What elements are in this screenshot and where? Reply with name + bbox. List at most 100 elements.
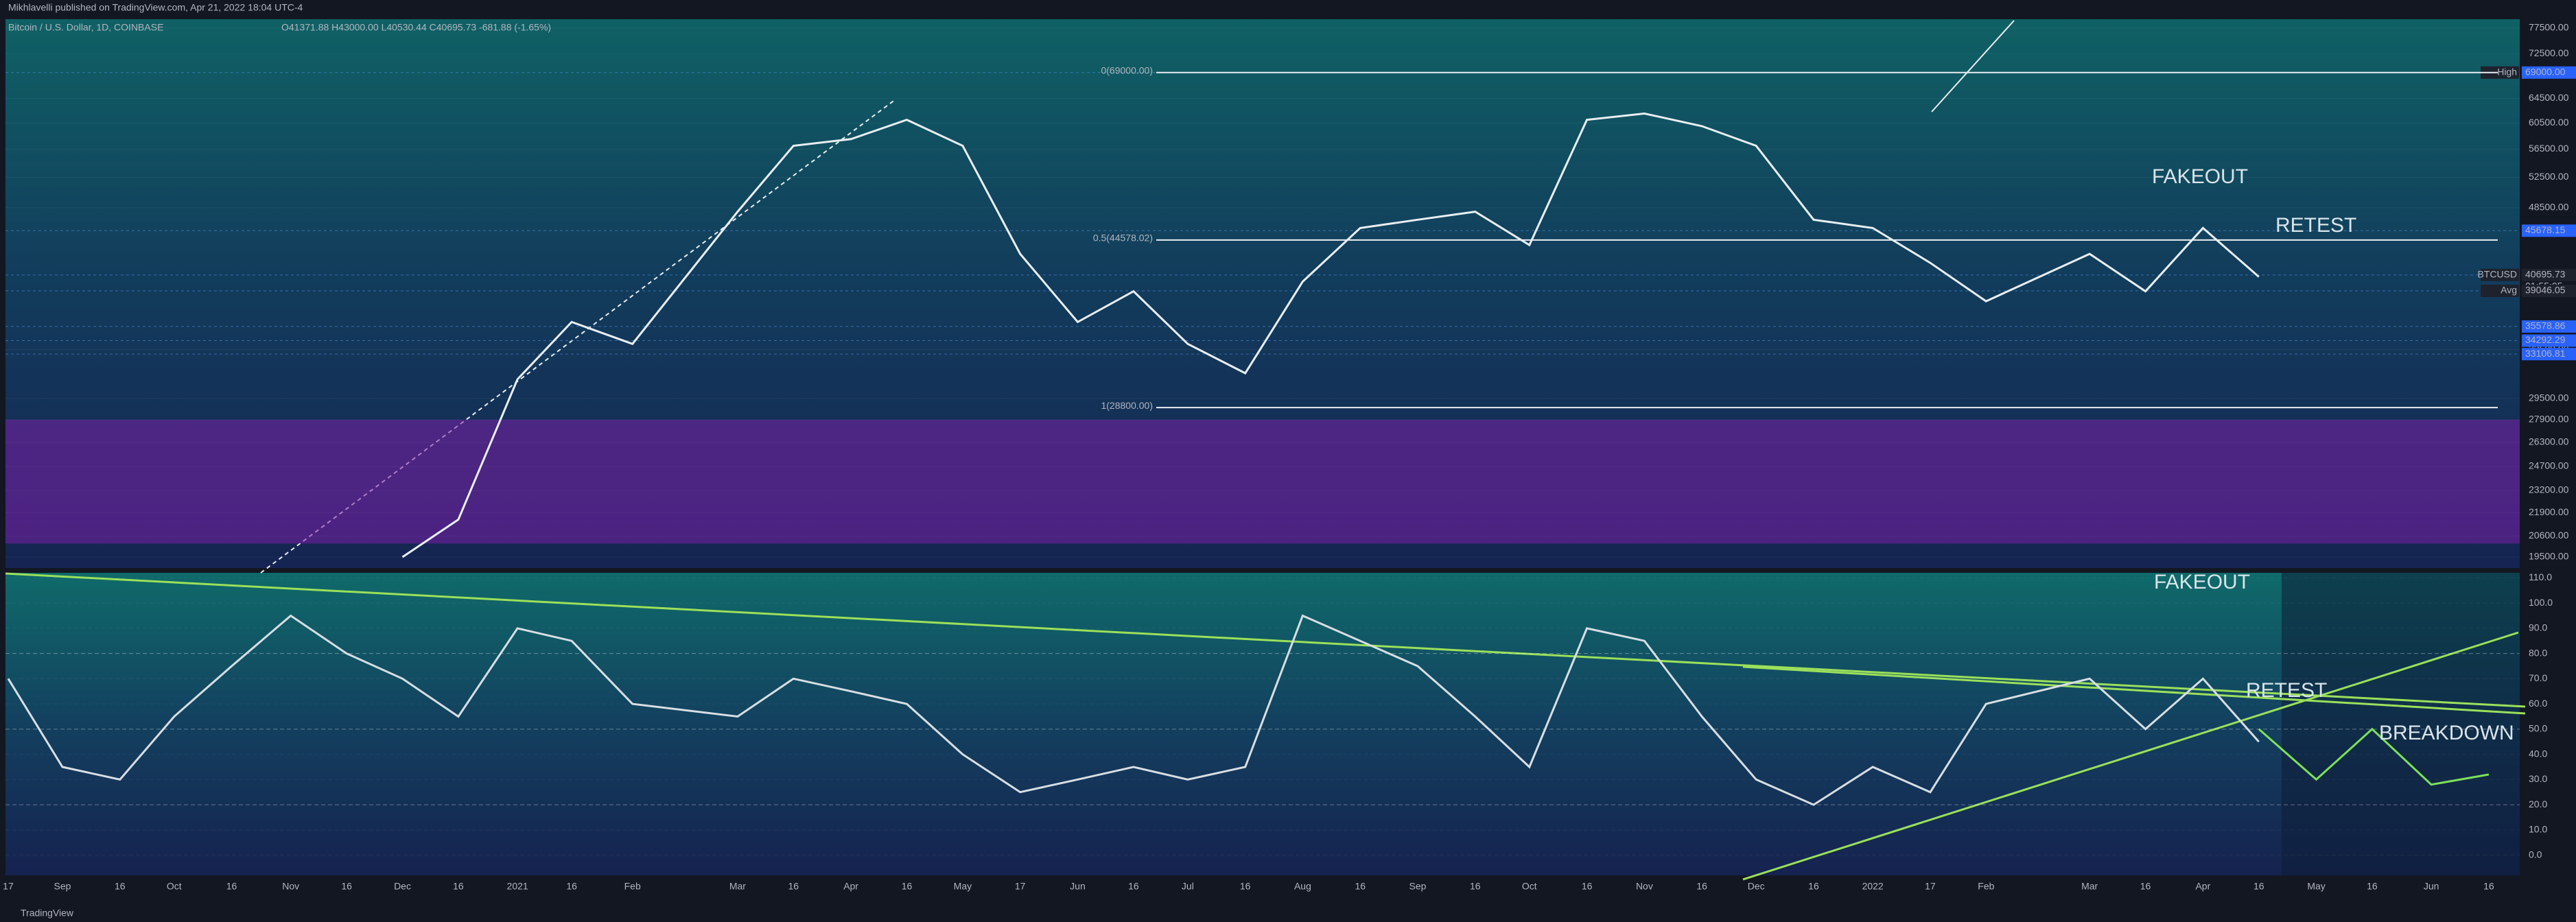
x-tick-label: 16 xyxy=(902,881,913,892)
y2-tick-label: 20.0 xyxy=(2529,799,2547,809)
x-tick-label: 16 xyxy=(226,881,237,892)
author: Mikhlavelli published on TradingView.com… xyxy=(8,2,303,13)
price-badge xyxy=(2522,66,2576,79)
drawing xyxy=(1931,20,2015,113)
badge-name: High xyxy=(2497,66,2517,77)
x-tick-label: 16 xyxy=(1240,881,1251,892)
annotation: FAKEOUT xyxy=(2154,571,2250,593)
x-tick-label: 2022 xyxy=(1862,881,1884,892)
price-badge xyxy=(2522,268,2576,281)
x-tick-label: Feb xyxy=(624,881,641,892)
x-tick-label: Oct xyxy=(1522,881,1537,892)
y2-tick-label: 0.0 xyxy=(2529,849,2542,860)
series-line xyxy=(2258,727,2490,786)
y-tick-label: 19500.00 xyxy=(2529,551,2569,562)
x-tick-label: 17 xyxy=(1015,881,1026,892)
y2-tick-label: 100.0 xyxy=(2529,597,2553,608)
x-tick-label: Nov xyxy=(1636,881,1653,892)
y2-tick-label: 50.0 xyxy=(2529,723,2547,734)
trend-line xyxy=(1742,665,2526,715)
y-tick-label: 60500.00 xyxy=(2529,117,2569,128)
x-tick-label: Dec xyxy=(1748,881,1765,892)
series-line xyxy=(7,614,2260,806)
x-tick-label: 16 xyxy=(1808,881,1819,892)
y-tick-label: 29500.00 xyxy=(2529,392,2569,403)
badge-name: BTCUSD xyxy=(2477,269,2517,280)
y2-tick-label: 70.0 xyxy=(2529,672,2547,683)
annotation: FAKEOUT xyxy=(2152,165,2248,188)
symbol: Bitcoin / U.S. Dollar, 1D, COINBASE xyxy=(8,22,163,33)
annotation: RETEST xyxy=(2275,214,2356,237)
x-tick-label: Mar xyxy=(2081,881,2098,892)
y2-tick-label: 10.0 xyxy=(2529,824,2547,835)
y2-tick-label: 90.0 xyxy=(2529,622,2547,633)
y2-tick-label: 30.0 xyxy=(2529,773,2547,784)
price-badge-label: 69000.00 xyxy=(2525,66,2566,77)
fib-label: 0(69000.00) xyxy=(1101,64,1153,75)
x-tick-label: 16 xyxy=(788,881,799,892)
x-tick-label: 17 xyxy=(3,881,14,892)
x-tick-label: 16 xyxy=(1696,881,1707,892)
fib-label: 0.5(44578.02) xyxy=(1093,233,1153,244)
x-tick-label: Jul xyxy=(1182,881,1194,892)
x-tick-label: Nov xyxy=(282,881,299,892)
y2-tick-label: 40.0 xyxy=(2529,748,2547,759)
price-badge-label: 40695.73 xyxy=(2525,269,2566,280)
y2-tick-label: 60.0 xyxy=(2529,698,2547,709)
x-tick-label: 16 xyxy=(1582,881,1593,892)
x-tick-label: 16 xyxy=(566,881,577,892)
future-shade xyxy=(2282,573,2520,875)
x-tick-label: 16 xyxy=(2140,881,2151,892)
x-tick-label: Aug xyxy=(1294,881,1311,892)
x-tick-label: 16 xyxy=(2483,881,2494,892)
y-tick-label: 21900.00 xyxy=(2529,506,2569,517)
y-tick-label: 26300.00 xyxy=(2529,436,2569,447)
x-tick-label: 17 xyxy=(1925,881,1936,892)
y-tick-label: 27900.00 xyxy=(2529,414,2569,425)
trend-line xyxy=(1742,631,2519,881)
x-tick-label: Oct xyxy=(167,881,182,892)
y-tick-label: 48500.00 xyxy=(2529,201,2569,212)
ohlc: O41371.88 H43000.00 L40530.44 C40695.73 … xyxy=(281,22,551,33)
x-tick-label: 16 xyxy=(115,881,126,892)
annotation: BREAKDOWN xyxy=(2379,722,2514,744)
price-badge xyxy=(2522,320,2576,333)
x-tick-label: Sep xyxy=(1409,881,1427,892)
x-tick-label: May xyxy=(954,881,972,892)
y-tick-label: 20600.00 xyxy=(2529,530,2569,541)
x-tick-label: Jun xyxy=(1070,881,1086,892)
x-tick-label: Apr xyxy=(2195,881,2210,892)
price-badge-label: 39046.05 xyxy=(2525,285,2566,296)
x-tick-label: May xyxy=(2307,881,2325,892)
x-tick-label: 16 xyxy=(2253,881,2264,892)
trend-line xyxy=(5,572,2526,708)
y-tick-label: 64500.00 xyxy=(2529,92,2569,103)
series-line xyxy=(401,112,2260,558)
fib-label: 1(28800.00) xyxy=(1101,400,1153,411)
price-badge-label: 33106.81 xyxy=(2525,348,2566,359)
badge-name-bg xyxy=(2481,268,2519,281)
x-tick-label: Apr xyxy=(843,881,858,892)
price-badge xyxy=(2522,224,2576,237)
price-badge xyxy=(2522,334,2576,347)
x-tick-label: 16 xyxy=(1128,881,1139,892)
x-tick-label: 16 xyxy=(453,881,464,892)
footer: TradingView xyxy=(21,908,74,919)
y-tick-label: 56500.00 xyxy=(2529,143,2569,154)
x-tick-label: Jun xyxy=(2424,881,2439,892)
y-tick-label: 77500.00 xyxy=(2529,22,2569,33)
y-tick-label: 23200.00 xyxy=(2529,484,2569,495)
y-tick-label: 24700.00 xyxy=(2529,460,2569,471)
x-tick-label: 16 xyxy=(1355,881,1366,892)
y-tick-label: 72500.00 xyxy=(2529,47,2569,58)
x-tick-label: 16 xyxy=(1470,881,1481,892)
x-tick-label: Sep xyxy=(54,881,71,892)
annotation: RETEST xyxy=(2246,679,2327,702)
badge-name-bg xyxy=(2481,284,2519,297)
x-tick-label: 16 xyxy=(2367,881,2378,892)
x-tick-label: 2021 xyxy=(507,881,528,892)
price-badge-label: 34292.29 xyxy=(2525,334,2566,345)
price-badge xyxy=(2522,284,2576,297)
zone xyxy=(5,419,2520,544)
